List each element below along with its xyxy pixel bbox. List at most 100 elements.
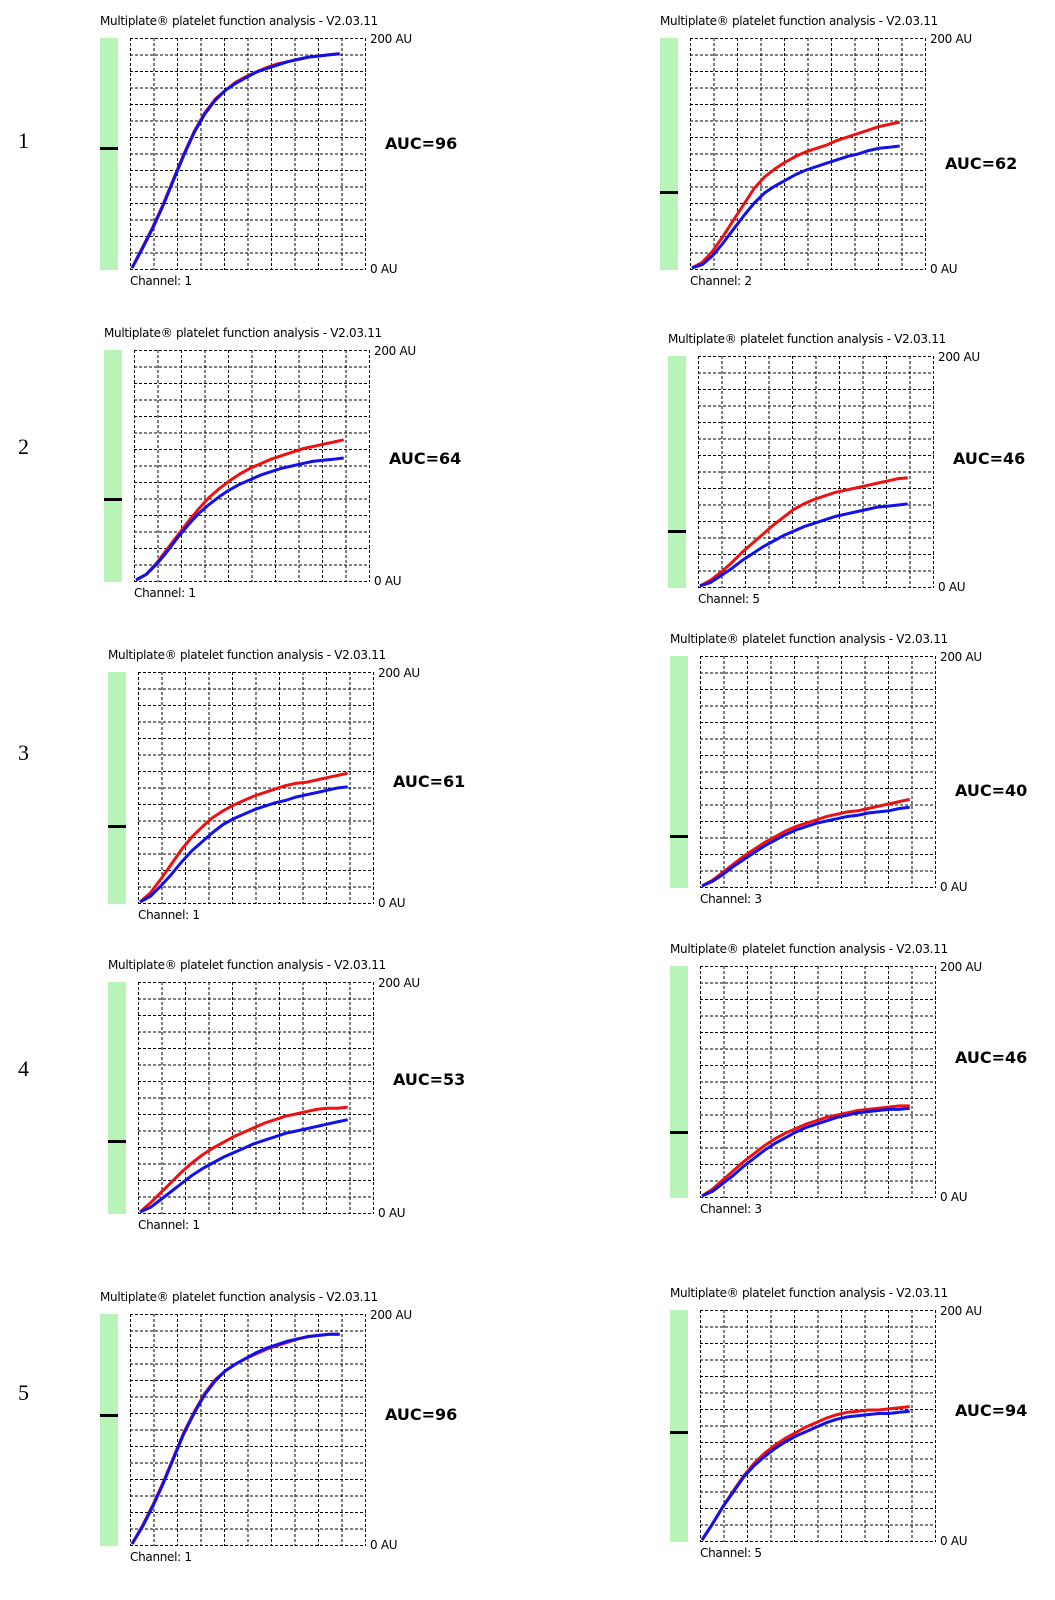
- auc-value: AUC=94: [955, 1401, 1028, 1420]
- plot-area: [690, 38, 926, 270]
- chart-title: Multiplate® platelet function analysis -…: [108, 958, 386, 972]
- chart-panel-10: Multiplate® platelet function analysis -…: [670, 1286, 1055, 1566]
- series-line-red: [139, 1105, 348, 1214]
- green-range-bar: [100, 38, 118, 270]
- y-axis-min-label: 0 AU: [940, 880, 968, 894]
- channel-label: Channel: 3: [700, 892, 762, 906]
- channel-label: Channel: 5: [700, 1546, 762, 1560]
- row-number-2: 2: [18, 434, 29, 459]
- range-marker: [670, 1431, 688, 1434]
- y-axis-min-label: 0 AU: [370, 1538, 398, 1552]
- aggregation-chart: [130, 38, 366, 270]
- y-axis-min-label: 0 AU: [938, 580, 966, 594]
- aggregation-chart: [134, 350, 370, 582]
- row-number-4: 4: [18, 1056, 29, 1081]
- auc-value: AUC=96: [385, 1405, 458, 1424]
- chart-panel-4: Multiplate® platelet function analysis -…: [668, 332, 1055, 612]
- green-range-bar: [108, 982, 126, 1214]
- series-line-blue: [139, 785, 348, 904]
- auc-value: AUC=64: [389, 449, 462, 468]
- green-range-bar: [670, 966, 688, 1198]
- series-line-blue: [691, 144, 900, 270]
- y-axis-max-label: 200 AU: [940, 960, 982, 974]
- green-range-bar: [100, 1314, 118, 1546]
- y-axis-max-label: 200 AU: [370, 1308, 412, 1322]
- range-marker: [100, 147, 118, 150]
- y-axis-max-label: 200 AU: [940, 1304, 982, 1318]
- row-number-5: 5: [18, 1380, 29, 1405]
- range-marker: [100, 1414, 118, 1417]
- auc-value: AUC=53: [393, 1070, 466, 1089]
- channel-label: Channel: 2: [690, 274, 752, 288]
- series-line-blue: [701, 1106, 910, 1198]
- series-line-blue: [130, 52, 340, 269]
- aggregation-chart: [698, 356, 934, 588]
- y-axis-min-label: 0 AU: [378, 896, 406, 910]
- plot-area: [700, 966, 936, 1198]
- y-axis-max-label: 200 AU: [940, 650, 982, 664]
- range-marker: [104, 498, 122, 501]
- green-range-bar: [660, 38, 678, 270]
- y-axis-min-label: 0 AU: [374, 574, 402, 588]
- aggregation-chart: [138, 982, 374, 1214]
- series-line-blue: [700, 1409, 910, 1541]
- y-axis-min-label: 0 AU: [930, 262, 958, 276]
- chart-panel-6: Multiplate® platelet function analysis -…: [670, 632, 1055, 912]
- plot-area: [700, 1310, 936, 1542]
- channel-label: Channel: 3: [700, 1202, 762, 1216]
- green-range-bar: [670, 1310, 688, 1542]
- green-range-bar: [108, 672, 126, 904]
- chart-title: Multiplate® platelet function analysis -…: [670, 1286, 948, 1300]
- aggregation-chart: [700, 656, 936, 888]
- series-line-red: [701, 1104, 910, 1198]
- y-axis-min-label: 0 AU: [940, 1534, 968, 1548]
- plot-area: [130, 38, 366, 270]
- row-number-3: 3: [18, 740, 29, 765]
- chart-title: Multiplate® platelet function analysis -…: [100, 14, 378, 28]
- channel-label: Channel: 1: [130, 1550, 192, 1564]
- y-axis-max-label: 200 AU: [370, 32, 412, 46]
- series-line-red: [130, 52, 340, 269]
- green-range-bar: [668, 356, 686, 588]
- channel-label: Channel: 1: [138, 1218, 200, 1232]
- range-marker: [108, 825, 126, 828]
- y-axis-max-label: 200 AU: [938, 350, 980, 364]
- chart-title: Multiplate® platelet function analysis -…: [104, 326, 382, 340]
- series-line-red: [691, 120, 901, 270]
- chart-title: Multiplate® platelet function analysis -…: [670, 942, 948, 956]
- green-range-bar: [670, 656, 688, 888]
- range-marker: [660, 191, 678, 194]
- chart-panel-9: Multiplate® platelet function analysis -…: [100, 1290, 500, 1570]
- plot-area: [134, 350, 370, 582]
- y-axis-max-label: 200 AU: [378, 666, 420, 680]
- auc-value: AUC=46: [955, 1048, 1028, 1067]
- series-line-red: [699, 476, 908, 588]
- range-marker: [668, 530, 686, 533]
- chart-panel-2: Multiplate® platelet function analysis -…: [660, 14, 1055, 294]
- plot-area: [698, 356, 934, 588]
- channel-label: Channel: 5: [698, 592, 760, 606]
- chart-panel-1: Multiplate® platelet function analysis -…: [100, 14, 500, 294]
- aggregation-chart: [138, 672, 374, 904]
- y-axis-max-label: 200 AU: [378, 976, 420, 990]
- range-marker: [108, 1140, 126, 1143]
- aggregation-chart: [130, 1314, 366, 1546]
- plot-area: [130, 1314, 366, 1546]
- y-axis-max-label: 200 AU: [374, 344, 416, 358]
- chart-title: Multiplate® platelet function analysis -…: [660, 14, 938, 28]
- aggregation-chart: [700, 966, 936, 1198]
- series-line-red: [700, 1405, 910, 1541]
- chart-panel-7: Multiplate® platelet function analysis -…: [108, 958, 508, 1238]
- series-line-blue: [699, 502, 908, 588]
- aggregation-chart: [690, 38, 926, 270]
- channel-label: Channel: 1: [138, 908, 200, 922]
- chart-panel-5: Multiplate® platelet function analysis -…: [108, 648, 508, 928]
- series-line-blue: [701, 805, 910, 888]
- y-axis-min-label: 0 AU: [378, 1206, 406, 1220]
- range-marker: [670, 835, 688, 838]
- auc-value: AUC=46: [953, 449, 1026, 468]
- channel-label: Channel: 1: [130, 274, 192, 288]
- chart-title: Multiplate® platelet function analysis -…: [668, 332, 946, 346]
- plot-area: [138, 982, 374, 1214]
- range-marker: [670, 1131, 688, 1134]
